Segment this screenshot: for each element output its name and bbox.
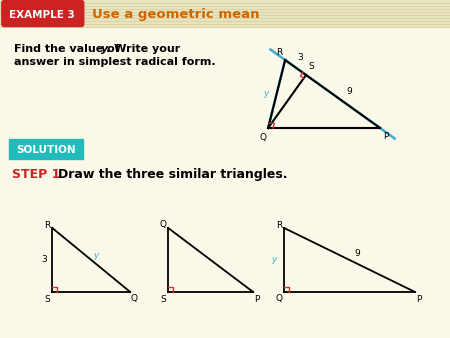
Text: Q: Q [160,220,166,230]
Text: S: S [45,294,50,304]
Text: P: P [383,132,388,141]
Text: S: S [308,62,314,71]
Text: S: S [160,294,166,304]
FancyBboxPatch shape [2,0,84,26]
FancyBboxPatch shape [9,139,83,159]
Text: SOLUTION: SOLUTION [17,145,76,155]
Text: R: R [44,220,50,230]
Text: 9: 9 [346,88,352,96]
Text: R: R [276,220,282,230]
Text: Q: Q [131,294,138,304]
Text: 3: 3 [297,53,303,63]
Text: Q: Q [275,294,283,304]
Text: EXAMPLE 3: EXAMPLE 3 [9,9,75,20]
Text: y: y [101,44,108,54]
Text: y: y [263,90,269,98]
Text: y: y [271,256,277,265]
Text: P: P [254,294,260,304]
Text: answer in simplest radical form.: answer in simplest radical form. [14,57,216,67]
FancyBboxPatch shape [0,0,450,28]
Text: . Write your: . Write your [106,44,180,54]
Text: 3: 3 [41,256,47,265]
Text: Use a geometric mean: Use a geometric mean [92,8,260,21]
Text: Q: Q [259,133,266,142]
Text: Find the value of: Find the value of [14,44,124,54]
Text: STEP 1: STEP 1 [12,168,61,181]
Text: 9: 9 [355,249,360,259]
Text: R: R [276,48,282,57]
Text: P: P [416,294,422,304]
Text: y: y [94,251,99,261]
Text: Draw the three similar triangles.: Draw the three similar triangles. [58,168,288,181]
